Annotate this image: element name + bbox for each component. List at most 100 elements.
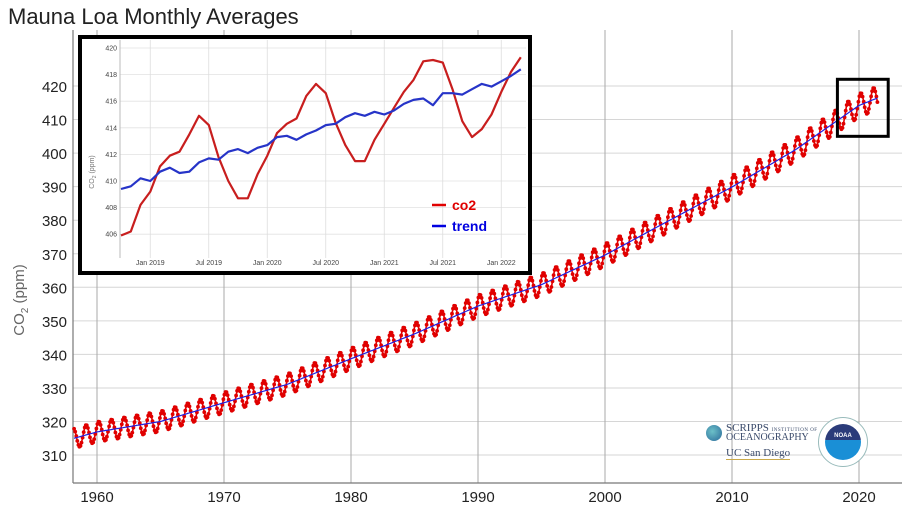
co2-point: [540, 274, 544, 278]
co2-point: [215, 406, 219, 411]
co2-point: [519, 293, 524, 298]
co2-point: [276, 378, 281, 383]
co2-point: [567, 259, 572, 264]
co2-point: [447, 323, 452, 328]
inset-x-tick-label: Jul 2020: [313, 260, 340, 267]
co2-point: [257, 397, 262, 401]
inset-y-tick-label: 408: [105, 205, 117, 212]
co2-point: [816, 139, 820, 144]
co2-point: [265, 391, 270, 396]
co2-point: [564, 267, 569, 272]
co2-point: [689, 214, 693, 218]
co2-point: [231, 408, 235, 412]
co2-point: [78, 444, 83, 448]
co2-point: [459, 321, 464, 326]
co2-point: [740, 186, 744, 191]
co2-point: [860, 94, 865, 99]
co2-point: [138, 426, 143, 431]
co2-point: [529, 275, 534, 280]
co2-point: [859, 91, 864, 96]
co2-point: [346, 364, 351, 369]
co2-point: [768, 153, 773, 158]
co2-point: [383, 353, 388, 358]
co2-point: [170, 412, 175, 417]
x-tick-label: 1960: [80, 489, 113, 506]
y-tick-label: 390: [42, 180, 67, 197]
co2-point: [291, 383, 296, 388]
co2-point: [697, 206, 702, 211]
co2-point: [688, 218, 692, 222]
co2-point: [154, 429, 159, 434]
co2-point: [403, 328, 408, 333]
co2-point: [187, 404, 192, 409]
co2-point: [713, 204, 718, 209]
co2-point: [340, 353, 344, 358]
co2-point: [73, 429, 78, 434]
co2-point: [603, 244, 608, 249]
co2-point: [392, 343, 397, 348]
co2-point: [232, 404, 236, 409]
co2-point: [778, 164, 782, 169]
co2-point: [841, 121, 846, 126]
main-y-axis-label: CO2 (ppm): [11, 264, 31, 335]
co2-point: [754, 166, 759, 171]
chart-title: Mauna Loa Monthly Averages: [8, 4, 299, 29]
co2-point: [594, 250, 598, 255]
co2-point: [701, 207, 706, 212]
x-tick-label: 1990: [461, 489, 494, 506]
co2-point: [319, 378, 324, 383]
co2-point: [224, 390, 229, 395]
co2-point: [100, 432, 105, 437]
co2-point: [524, 294, 528, 299]
co2-point: [218, 411, 223, 416]
co2-point: [678, 208, 683, 213]
inset-chart: 406 408 410 412 414 416 418 420 Jan 2019 Jul 2019…: [78, 35, 532, 275]
co2-point: [700, 211, 705, 216]
co2-point: [281, 393, 286, 398]
co2-point: [329, 368, 334, 373]
co2-point: [416, 323, 420, 328]
co2-point: [667, 210, 671, 214]
co2-point: [765, 171, 770, 176]
co2-point: [486, 307, 490, 312]
co2-point: [167, 426, 172, 431]
co2-point: [568, 262, 573, 266]
co2-point: [473, 312, 478, 317]
co2-point: [530, 278, 535, 283]
co2-point: [654, 216, 659, 221]
co2-point: [246, 389, 251, 394]
co2-point: [748, 178, 753, 183]
co2-point: [643, 220, 648, 225]
co2-point: [589, 255, 594, 260]
co2-point: [189, 414, 194, 418]
co2-point: [586, 271, 591, 276]
co2-point: [873, 89, 878, 94]
co2-point: [295, 385, 300, 389]
co2-point: [253, 395, 257, 400]
legend-co2-label: co2: [452, 197, 476, 213]
co2-point: [627, 235, 632, 240]
co2-point: [832, 112, 836, 116]
inset-x-tick-label: Jan 2019: [136, 260, 165, 267]
co2-point: [615, 242, 619, 247]
co2-point: [479, 296, 484, 300]
co2-point: [418, 333, 423, 338]
co2-point: [577, 261, 581, 266]
co2-point: [278, 388, 283, 392]
x-tick-label: 1980: [334, 489, 367, 506]
co2-point: [424, 322, 429, 327]
co2-point: [844, 103, 849, 107]
co2-point: [310, 368, 315, 373]
co2-point: [716, 188, 721, 193]
co2-point: [250, 382, 254, 387]
co2-point: [606, 244, 611, 248]
co2-point: [704, 195, 708, 199]
co2-point: [488, 296, 492, 301]
co2-point: [587, 267, 592, 272]
co2-point: [446, 327, 451, 331]
co2-point: [666, 215, 670, 220]
co2-point: [405, 338, 410, 343]
co2-point: [234, 393, 239, 398]
co2-point: [602, 249, 607, 254]
co2-point: [640, 229, 645, 233]
